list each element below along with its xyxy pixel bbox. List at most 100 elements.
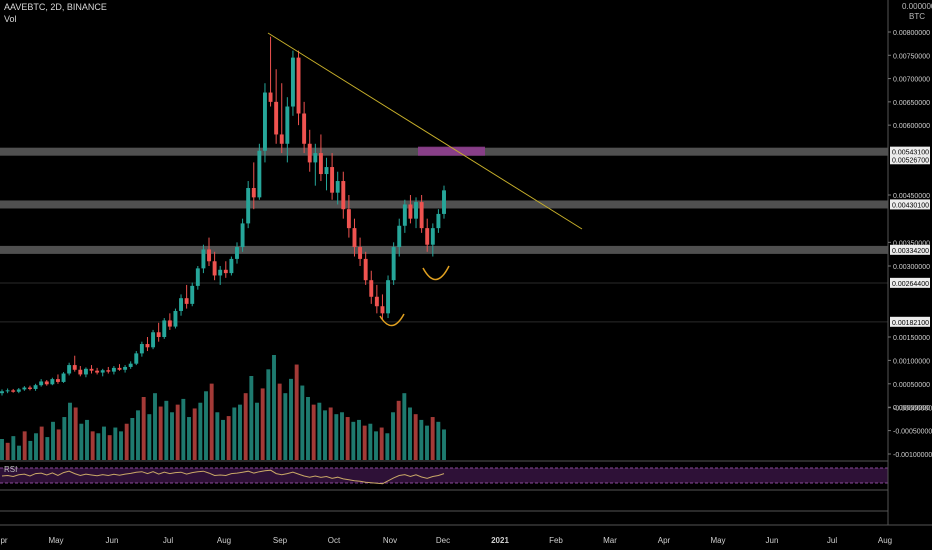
candle xyxy=(419,202,424,229)
candle xyxy=(391,247,396,281)
volume-bar xyxy=(56,429,61,460)
candle xyxy=(201,249,206,269)
volume-bar xyxy=(351,421,356,460)
volume-bar xyxy=(317,402,322,460)
candle xyxy=(95,370,100,373)
volume-bar xyxy=(357,419,361,460)
volume-bar xyxy=(192,408,197,460)
candle xyxy=(430,228,435,245)
candle xyxy=(358,247,363,259)
candle xyxy=(117,367,122,370)
volume-bar xyxy=(272,355,276,460)
price-tick-label: 0.00750000 xyxy=(893,53,930,60)
candle xyxy=(279,134,284,144)
candle xyxy=(257,150,262,198)
candle xyxy=(263,92,267,151)
price-tag-label: 0.00526700 xyxy=(892,157,929,164)
time-tick-label: pr xyxy=(0,536,7,545)
price-tag: 0.00264400 xyxy=(890,277,930,288)
volume-bar xyxy=(430,417,435,460)
price-tick-label: 0.00300000 xyxy=(893,264,930,271)
candle xyxy=(151,332,156,348)
volume-bar xyxy=(85,419,89,460)
volume-bar xyxy=(255,402,259,460)
volume-bar xyxy=(28,440,33,460)
candle xyxy=(207,249,211,262)
time-axis[interactable]: pr May Jun Jul Aug Sep Oct Nov Dec 2021 Feb Mar Apr M… xyxy=(0,524,932,545)
volume-bar xyxy=(17,445,21,460)
price-tick-label: 0.00150000 xyxy=(893,335,930,342)
volume-bar xyxy=(164,400,169,460)
rsi-panel xyxy=(0,460,888,512)
candle xyxy=(83,368,88,375)
candle xyxy=(162,320,167,337)
candle xyxy=(274,101,279,135)
candle xyxy=(50,379,55,385)
volume-bar xyxy=(34,433,38,460)
price-tag-box xyxy=(890,277,930,288)
volume-bar xyxy=(266,369,271,460)
symbol-legend[interactable]: AAVEBTC, 2D, BINANCE xyxy=(4,2,107,12)
price-tick-label: 0.00350000 xyxy=(893,240,930,247)
candle xyxy=(324,167,329,175)
time-tick-label: Aug xyxy=(878,536,892,545)
candle xyxy=(386,280,391,314)
candle xyxy=(363,258,368,281)
volume-bar xyxy=(260,388,265,460)
volume-bar xyxy=(442,429,446,460)
price-tag-box xyxy=(890,316,930,327)
time-tick-label: Aug xyxy=(217,536,231,545)
candle xyxy=(330,167,335,193)
price-tick-label: 0.00600000 xyxy=(893,123,930,130)
volume-bar xyxy=(215,412,220,460)
volume-bar xyxy=(107,435,112,460)
volume-bar xyxy=(51,421,55,460)
time-tick-label: Jun xyxy=(766,536,779,545)
time-tick-label: Jul xyxy=(827,536,837,545)
candle xyxy=(28,387,32,389)
candle xyxy=(229,258,234,274)
time-tick-label: Oct xyxy=(328,536,341,545)
candle xyxy=(134,353,139,364)
price-tick-label: 0.00100000 xyxy=(893,358,930,365)
candle xyxy=(156,332,161,337)
volume-legend[interactable]: Vol xyxy=(4,14,17,24)
volume-bar xyxy=(170,412,174,460)
rsi-band xyxy=(0,468,888,483)
volume-bar xyxy=(289,378,293,460)
candle xyxy=(290,57,295,107)
volume-bar xyxy=(396,400,401,460)
price-tick-label: -0.00050000 xyxy=(893,429,932,436)
time-tick-label: Sep xyxy=(273,536,288,545)
candle xyxy=(296,57,301,114)
candle xyxy=(302,113,307,144)
candle xyxy=(5,390,10,392)
trendline xyxy=(267,32,583,230)
volume-bar xyxy=(345,417,350,460)
chart-annotations xyxy=(267,32,583,327)
candle xyxy=(341,181,346,210)
volume-bar xyxy=(136,410,140,460)
volume-bar xyxy=(102,426,106,460)
rsi-legend[interactable]: RSI xyxy=(4,465,18,474)
volume-bar xyxy=(294,364,299,460)
time-tick-label: Mar xyxy=(603,536,617,545)
volume-bar xyxy=(62,417,67,460)
candle xyxy=(318,153,323,175)
volume-bar xyxy=(147,414,152,460)
price-axis[interactable]: 0.00800000 0.00750000 0.00700000 0.00650000… xyxy=(887,0,932,525)
volume-bar xyxy=(391,412,395,460)
candle xyxy=(100,370,105,373)
candle xyxy=(402,204,407,226)
candle xyxy=(212,261,217,276)
volume-bar xyxy=(323,410,327,460)
volume-bar xyxy=(90,431,95,460)
volume-bar xyxy=(5,442,10,460)
price-tag: 0.00526700 xyxy=(890,154,930,165)
bottom-arc xyxy=(422,265,450,281)
candle xyxy=(0,391,4,394)
volume-bar xyxy=(300,385,305,460)
candle xyxy=(44,381,49,385)
candle xyxy=(442,190,446,214)
